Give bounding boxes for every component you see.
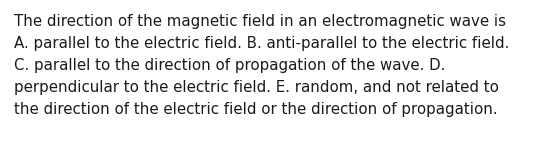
Text: The direction of the magnetic field in an electromagnetic wave is: The direction of the magnetic field in a… [14, 14, 506, 29]
Text: A. parallel to the electric field. B. anti-parallel to the electric field.: A. parallel to the electric field. B. an… [14, 36, 509, 51]
Text: the direction of the electric field or the direction of propagation.: the direction of the electric field or t… [14, 102, 498, 117]
Text: C. parallel to the direction of propagation of the wave. D.: C. parallel to the direction of propagat… [14, 58, 445, 73]
Text: perpendicular to the electric field. E. random, and not related to: perpendicular to the electric field. E. … [14, 80, 499, 95]
